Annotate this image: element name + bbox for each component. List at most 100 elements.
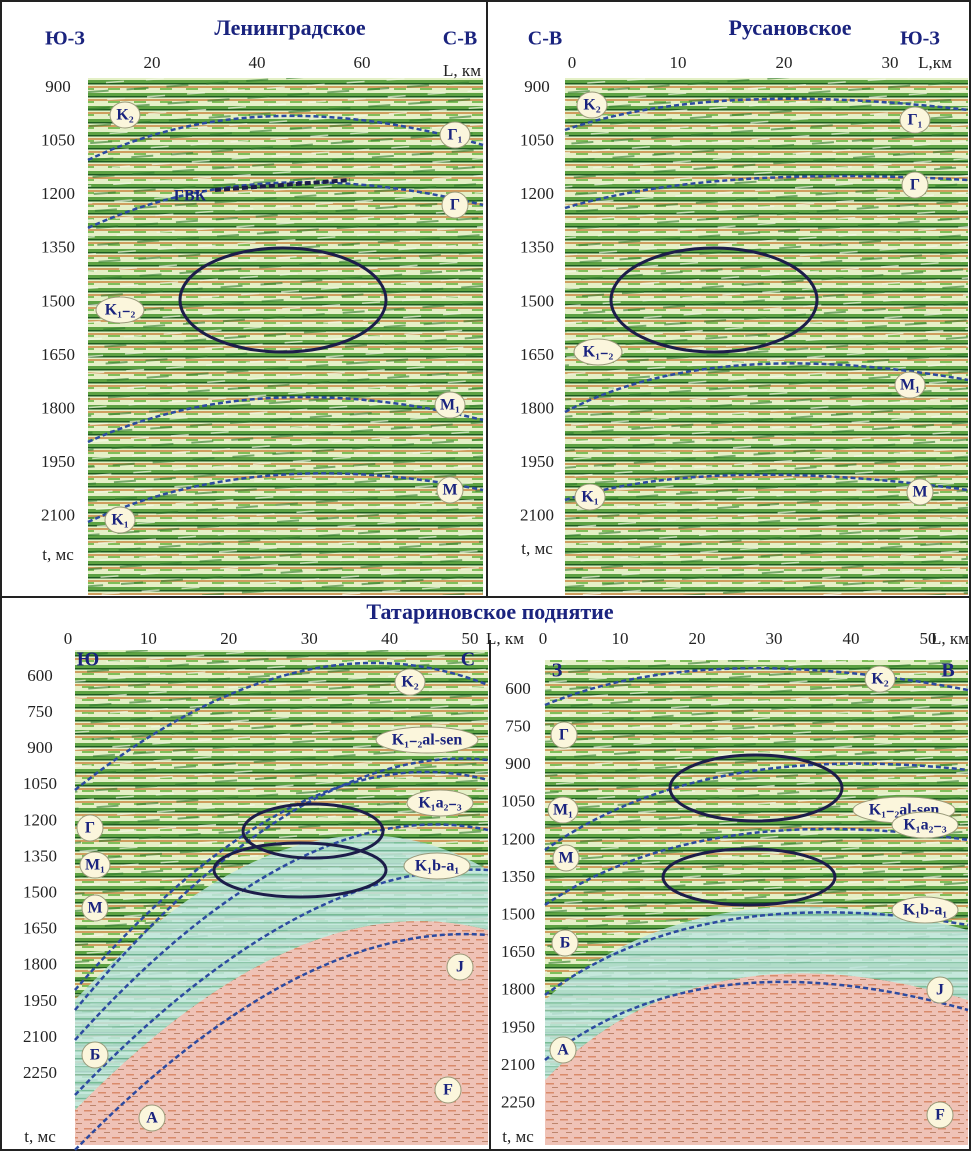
direction-right: С-В [443,28,477,50]
y-tick-label: 2250 [501,1093,535,1112]
horizon-label: K₂ [871,671,888,688]
horizon-label: A [557,1042,569,1059]
y-tick-label: 900 [505,754,531,773]
horizon-label: K₁₋₂ [583,344,614,361]
horizon-label: M [912,484,927,501]
horizon-label: K₂ [116,107,133,124]
y-tick-label: 1200 [41,184,75,203]
y-tick-label: 750 [27,702,53,721]
horizon-label: F [443,1082,453,1099]
panel-title: Ленинградское [214,15,366,40]
horizon-label: K₁₋₂al-sen [392,732,463,749]
x-tick-label: 30 [882,53,899,72]
y-tick-label: 1650 [41,345,75,364]
x-tick-label: 20 [689,629,706,648]
y-tick-label: 2100 [41,506,75,525]
x-tick-label: 10 [670,53,687,72]
direction-left: С-В [528,28,562,50]
y-tick-label: 1350 [23,846,57,865]
y-tick-label: 1350 [501,867,535,886]
y-tick-label: 600 [27,666,53,685]
x-tick-label: 30 [301,629,318,648]
y-tick-label: 900 [27,738,53,757]
y-tick-label: 1800 [501,980,535,999]
horizon-label: M₁ [85,857,105,874]
direction-left: З [552,660,563,682]
x-tick-label: 50 [462,629,479,648]
direction-right: Ю-З [900,28,940,50]
direction-right: С [461,649,475,671]
y-tick-label: 1800 [23,955,57,974]
x-axis-label: L, км [443,61,481,80]
panel-title: Русановское [729,15,852,40]
horizon-label: M [442,482,457,499]
x-tick-label: 0 [64,629,73,648]
y-tick-label: 600 [505,679,531,698]
x-tick-label: 20 [220,629,237,648]
y-tick-label: 1950 [41,452,75,471]
x-tick-label: 0 [568,53,577,72]
y-tick-label: 900 [45,77,71,96]
horizon-label: Б [560,935,571,952]
y-tick-label: 1650 [23,919,57,938]
x-tick-label: 10 [612,629,629,648]
y-axis-label: t, мс [42,545,74,564]
x-axis-label: L,км [918,53,952,72]
y-tick-label: 1200 [520,184,554,203]
y-tick-label: 1800 [520,399,554,418]
horizon-label: Г [559,727,569,744]
x-tick-label: 20 [144,53,161,72]
horizon-label: K₁ [581,489,598,506]
horizon-label: K₂ [583,97,600,114]
y-tick-label: 1200 [23,810,57,829]
horizon-label: Б [90,1047,101,1064]
seismic-texture [88,78,483,595]
y-axis-label: t, мс [24,1127,56,1146]
y-tick-label: 2250 [23,1063,57,1082]
x-tick-label: 40 [381,629,398,648]
direction-right: В [941,660,954,682]
x-tick-label: 60 [354,53,371,72]
x-tick-label: 0 [539,629,548,648]
horizon-label: ГВК [174,188,207,205]
y-tick-label: 1050 [41,131,75,150]
y-tick-label: 1500 [520,291,554,310]
x-tick-label: 30 [766,629,783,648]
horizon-label: K₁ [111,512,128,529]
page: {"section_title": "Татариновское подняти… [0,0,971,1151]
direction-left: Ю [77,649,100,671]
horizon-label: M [87,900,102,917]
horizon-label: K₁₋₂ [105,302,136,319]
x-tick-label: 20 [776,53,793,72]
x-axis-label: L, км [931,629,969,648]
y-tick-label: 1950 [501,1017,535,1036]
horizon-label: Г [910,177,920,194]
section-title: Татариновское поднятие [366,599,613,624]
horizon-label: K₁a₂₋₃ [903,817,946,834]
y-tick-label: 1050 [23,774,57,793]
x-tick-label: 10 [140,629,157,648]
x-tick-label: 40 [843,629,860,648]
y-tick-label: 1350 [520,238,554,257]
y-tick-label: 1050 [520,131,554,150]
figure: Татариновское поднятие Ленинградское Ю-З С… [0,0,971,1151]
horizon-label: M₁ [553,802,573,819]
seismic-texture [565,78,968,595]
horizon-label: K₂ [401,674,418,691]
x-axis-label: L, км [486,629,524,648]
horizon-label: M₁ [440,397,460,414]
y-axis-label: t, мс [502,1127,534,1146]
y-tick-label: 2100 [501,1055,535,1074]
y-tick-label: 1800 [41,399,75,418]
y-tick-label: 900 [524,77,550,96]
horizon-label: K₁b-a₁ [903,902,947,919]
y-tick-label: 1350 [41,238,75,257]
horizon-label: A [146,1110,158,1127]
y-tick-label: 1650 [501,942,535,961]
horizon-label: Г [85,820,95,837]
horizon-label: K₁b-a₁ [415,858,459,875]
y-tick-label: 1200 [501,829,535,848]
horizon-label: M [558,850,573,867]
y-tick-label: 1950 [520,452,554,471]
horizon-label: J [456,959,464,976]
